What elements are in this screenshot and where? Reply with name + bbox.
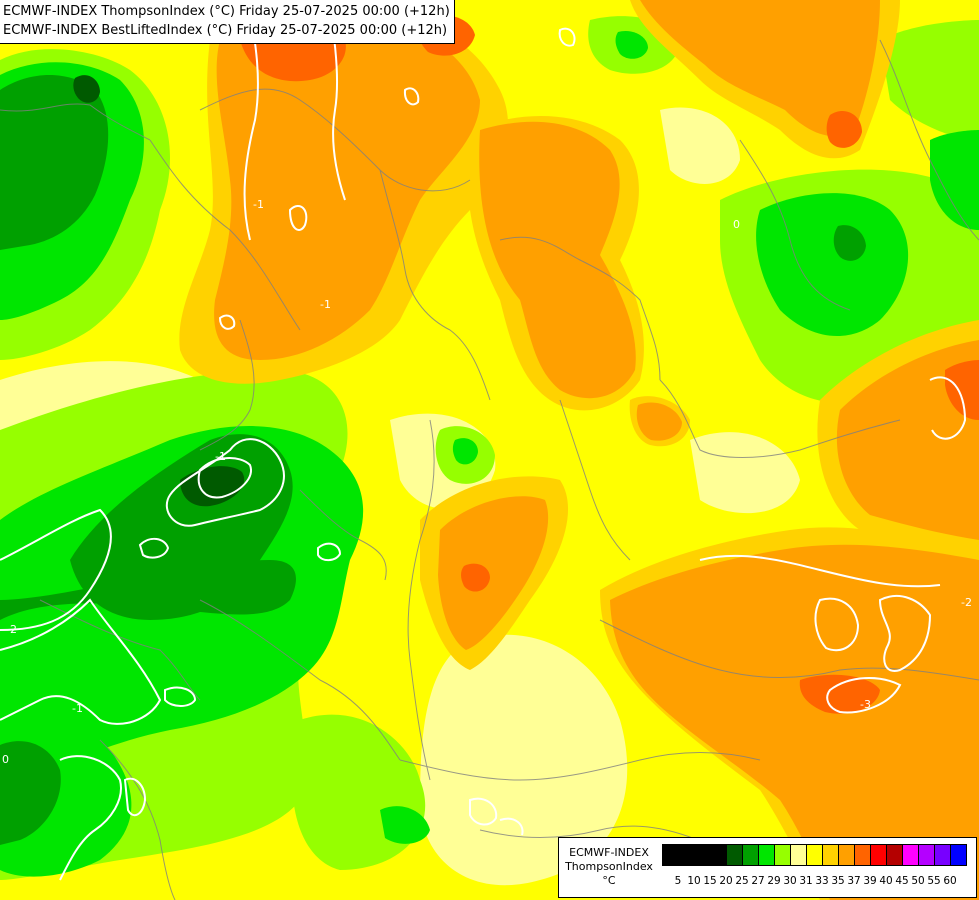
legend-swatch (710, 844, 727, 866)
contour-label: 0 (2, 753, 9, 766)
legend-tick-label: 39 (863, 875, 877, 887)
contour-label: 0 (733, 218, 740, 231)
legend-tick-label: 55 (927, 875, 941, 887)
legend-tick-label: 60 (943, 875, 957, 887)
legend-tick-label: 10 (687, 875, 701, 887)
legend-tick-label (958, 875, 974, 887)
map-title-box: ECMWF-INDEX ThompsonIndex (°C) Friday 25… (0, 0, 455, 44)
legend-tick-label: 40 (879, 875, 893, 887)
legend-unit: °C (602, 874, 616, 887)
country-borders (0, 39, 979, 900)
legend-tick-label: 27 (751, 875, 765, 887)
legend-swatch (934, 844, 951, 866)
legend-swatches (662, 844, 967, 866)
legend-swatch (870, 844, 887, 866)
legend-tick-label: 31 (799, 875, 813, 887)
legend-swatch (806, 844, 823, 866)
legend-swatch (726, 844, 743, 866)
legend-ticks: 5 10 15 20 25 27 29 30 31 33 35 37 39 40 45 50 55 60 (670, 875, 974, 887)
legend-swatch (886, 844, 903, 866)
contour-label: -1 (215, 450, 226, 463)
legend-swatch (742, 844, 759, 866)
contour-label: -1 (72, 702, 83, 715)
title-best-lifted-index: ECMWF-INDEX BestLiftedIndex (°C) Friday … (3, 23, 448, 38)
legend-tick-label: 35 (831, 875, 845, 887)
contour-label: -3 (860, 698, 871, 711)
title-thompson-index: ECMWF-INDEX ThompsonIndex (°C) Friday 25… (3, 4, 450, 19)
legend-swatch (694, 844, 711, 866)
legend-swatch (678, 844, 695, 866)
legend-swatch (822, 844, 839, 866)
legend-model: ECMWF-INDEX (569, 846, 649, 859)
contour-label: -1 (320, 298, 331, 311)
legend-tick-label: 20 (719, 875, 733, 887)
legend-tick-label: 25 (735, 875, 749, 887)
contour-label: -2 (961, 596, 972, 609)
contour-label: -2 (6, 623, 17, 636)
legend-tick-label: 30 (783, 875, 797, 887)
index-25-zones (73, 75, 245, 507)
legend-swatch (918, 844, 935, 866)
legend-swatch (854, 844, 871, 866)
legend-tick-label: 5 (674, 875, 682, 887)
legend-swatch (774, 844, 791, 866)
legend-swatch (950, 844, 967, 866)
legend-tick-label: 37 (847, 875, 861, 887)
index-37-zones (214, 0, 979, 900)
index-39-zones (240, 15, 979, 714)
legend-swatch (662, 844, 679, 866)
legend-tick-label: 45 (895, 875, 909, 887)
legend-tick-label: 15 (703, 875, 717, 887)
legend-tick-label: 33 (815, 875, 829, 887)
legend-swatch (838, 844, 855, 866)
legend-swatch (758, 844, 775, 866)
contour-label: -1 (253, 198, 264, 211)
legend-tick-label: 29 (767, 875, 781, 887)
legend-swatch (790, 844, 807, 866)
legend-swatch (902, 844, 919, 866)
legend-label: ECMWF-INDEX ThompsonIndex °C (559, 846, 659, 888)
legend-tick-label: 50 (911, 875, 925, 887)
legend-variable: ThompsonIndex (565, 860, 653, 873)
color-legend: ECMWF-INDEX ThompsonIndex °C 5 10 15 20 25 27… (558, 837, 977, 898)
contour-labels: -2 -1 -3 0 -2 -1 -1 -1 0 (2, 198, 972, 766)
